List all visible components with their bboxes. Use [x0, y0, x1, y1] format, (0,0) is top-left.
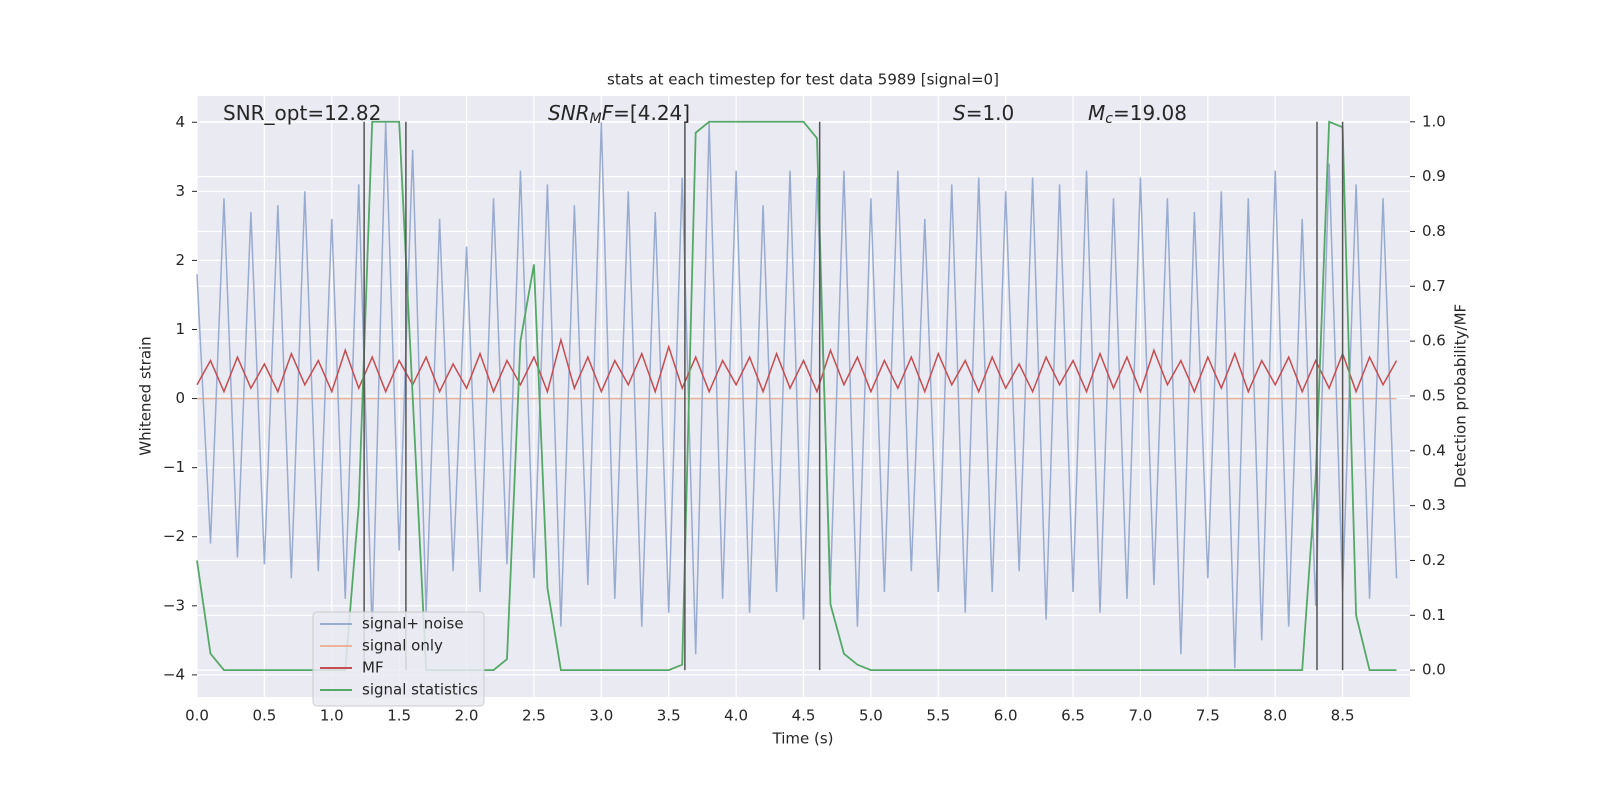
x-tick-label: 5.5	[926, 707, 950, 725]
legend-box	[312, 611, 485, 707]
y2-tick-label: 0.1	[1422, 606, 1446, 624]
series-line	[196, 120, 1397, 672]
x-tick-label: 8.0	[1263, 707, 1287, 725]
x-tick-label: 0.0	[185, 707, 209, 725]
annotation-text: c	[1105, 111, 1113, 127]
x-axis-label: Time (s)	[772, 730, 834, 748]
annotation: Mc=19.08	[1088, 101, 1187, 128]
x-tick-label: 3.0	[589, 707, 613, 725]
x-tick-label: 2.5	[522, 707, 546, 725]
x-tick-label: 4.5	[792, 707, 816, 725]
legend-label: MF	[362, 659, 384, 677]
annotation-text: M	[590, 111, 602, 127]
x-tick-label: 8.5	[1331, 707, 1355, 725]
annotation-text: =[4.24]	[613, 101, 690, 125]
annotation-text: SNR_opt=12.82	[223, 101, 381, 125]
x-tick-label: 7.0	[1129, 707, 1153, 725]
y-tick-label: 3	[175, 182, 185, 200]
y-tick-label: −2	[163, 527, 185, 545]
y2-tick-label: 0.6	[1422, 332, 1446, 350]
legend-label: signal only	[362, 637, 443, 655]
x-tick-label: 4.0	[724, 707, 748, 725]
x-tick-label: 1.5	[387, 707, 411, 725]
y-tick-label: −3	[163, 596, 185, 614]
y-tick-label: −4	[163, 665, 185, 683]
y2-tick-label: 0.5	[1422, 386, 1446, 404]
y2-tick-label: 0.4	[1422, 441, 1446, 459]
y2-tick-label: 0.3	[1422, 496, 1446, 514]
y2-axis-label: Detection probability/MF	[1452, 304, 1470, 488]
y2-tick-label: 0.2	[1422, 551, 1446, 569]
y2-tick-label: 0.8	[1422, 222, 1446, 240]
x-tick-label: 0.5	[252, 707, 276, 725]
series-line	[196, 336, 1398, 395]
annotation-text: M	[1088, 101, 1105, 125]
marks	[196, 120, 1398, 672]
y-tick-label: 2	[175, 251, 185, 269]
y-tick-label: −1	[163, 458, 185, 476]
annotation-text: SNR	[548, 101, 590, 125]
y-tick-label: 0	[175, 389, 185, 407]
grid	[196, 96, 1410, 697]
annotation: SNR_opt=12.82	[223, 101, 381, 125]
annotation-text: S	[953, 101, 966, 125]
x-tick-label: 1.0	[320, 707, 344, 725]
x-tick-label: 7.5	[1196, 707, 1220, 725]
legend: signal+ noise signal only MF signal statist…	[312, 611, 485, 707]
y-tick-label: 1	[175, 320, 185, 338]
y2-tick-label: 0.7	[1422, 277, 1446, 295]
x-tick-label: 6.0	[994, 707, 1018, 725]
series-line	[196, 122, 1398, 669]
chart-title: stats at each timestep for test data 598…	[607, 71, 999, 89]
y-tick-label: 4	[175, 113, 185, 131]
y2-tick-label: 1.0	[1422, 112, 1446, 130]
x-tick-label: 6.5	[1061, 707, 1085, 725]
annotation-text: =1.0	[966, 101, 1015, 125]
annotation-text: F	[602, 101, 614, 125]
y2-tick-label: 0.0	[1422, 661, 1446, 679]
x-tick-label: 3.5	[657, 707, 681, 725]
x-tick-label: 2.0	[455, 707, 479, 725]
legend-label: signal statistics	[362, 681, 478, 699]
annotation: SNRMF=[4.24]	[548, 101, 690, 128]
y-axis-label: Whitened strain	[137, 336, 155, 455]
x-tick-label: 5.0	[859, 707, 883, 725]
annotation-text: =19.08	[1113, 101, 1187, 125]
y2-tick-label: 0.9	[1422, 167, 1446, 185]
annotation: S=1.0	[953, 101, 1014, 125]
legend-label: signal+ noise	[362, 615, 464, 633]
